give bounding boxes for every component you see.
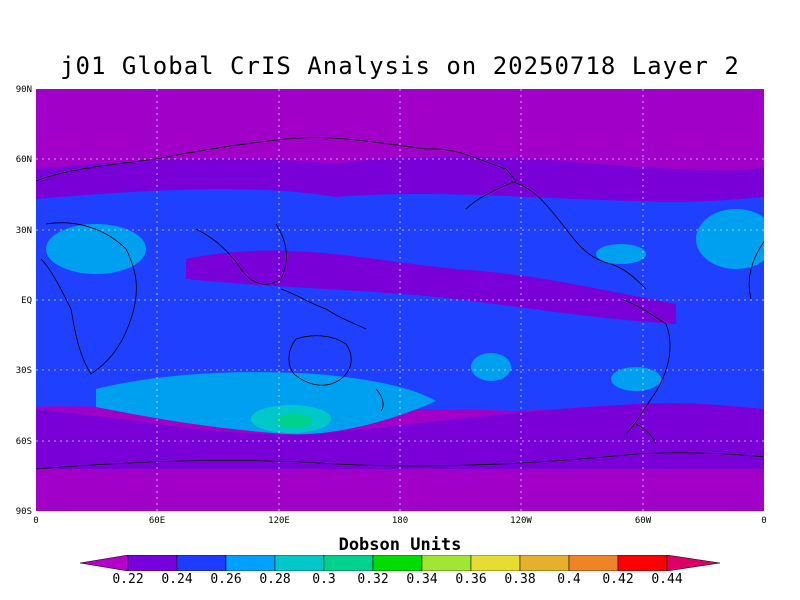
highlight-pacific xyxy=(471,353,511,381)
band-low-equator xyxy=(186,250,676,324)
colorbar-label: 0.24 xyxy=(161,572,193,587)
colorbar-cell xyxy=(470,555,521,571)
lat-tick: 30S xyxy=(15,366,32,376)
colorbar-label: 0.4 xyxy=(557,572,581,587)
lon-tick: 180 xyxy=(391,516,409,526)
colorbar-cell xyxy=(421,555,472,571)
colorbar-label: 0.3 xyxy=(312,572,336,587)
colorbar-end-left xyxy=(80,555,129,571)
colorbar-label: 0.44 xyxy=(651,572,683,587)
colorbar-label: 0.38 xyxy=(504,572,536,587)
colorbar-cell xyxy=(176,555,227,571)
coastlines xyxy=(36,137,764,470)
colorbar-label: 0.32 xyxy=(357,572,389,587)
lat-tick: EQ xyxy=(21,296,32,306)
colorbar-cell xyxy=(372,555,423,571)
colorbar-end-right xyxy=(666,555,720,571)
colorbar-cell xyxy=(323,555,374,571)
colorbar-label: 0.22 xyxy=(112,572,144,587)
lat-tick: 90N xyxy=(15,85,32,95)
band-low-south xyxy=(36,403,764,469)
lon-tick: 120E xyxy=(268,516,290,526)
highlight-caribbean xyxy=(596,244,646,264)
highlight-southern xyxy=(96,372,436,435)
lat-tick: 60N xyxy=(15,155,32,165)
colorbar-label: 0.34 xyxy=(406,572,438,587)
colorbar-cell xyxy=(225,555,276,571)
lon-tick: 0 xyxy=(761,516,767,526)
colorbar-cell xyxy=(519,555,570,571)
chart-title: j01 Global CrIS Analysis on 20250718 Lay… xyxy=(60,52,740,80)
colorbar-label: 0.26 xyxy=(210,572,242,587)
lon-tick: 60W xyxy=(634,516,652,526)
colorbar-label: 0.28 xyxy=(259,572,291,587)
colorbar-cell xyxy=(617,555,668,571)
colorbar-cell xyxy=(127,555,178,571)
highlight-atlantic xyxy=(696,209,764,269)
colorbar-label: 0.36 xyxy=(455,572,487,587)
colorbar xyxy=(80,555,720,571)
lon-tick: 60E xyxy=(148,516,166,526)
highlight-peak2 xyxy=(276,414,312,428)
colorbar-label: 0.42 xyxy=(602,572,634,587)
ozone-map xyxy=(36,89,764,511)
lon-tick: 120W xyxy=(510,516,532,526)
highlight-samerica xyxy=(611,367,661,391)
lat-tick: 90S xyxy=(15,507,32,517)
colorbar-title: Dobson Units xyxy=(338,535,462,555)
colorbar-cell xyxy=(568,555,619,571)
lat-tick: 60S xyxy=(15,437,32,447)
lon-tick: 0 xyxy=(33,516,39,526)
lat-tick: 30N xyxy=(15,226,32,236)
highlight-africa xyxy=(46,224,146,274)
colorbar-cell xyxy=(274,555,325,571)
